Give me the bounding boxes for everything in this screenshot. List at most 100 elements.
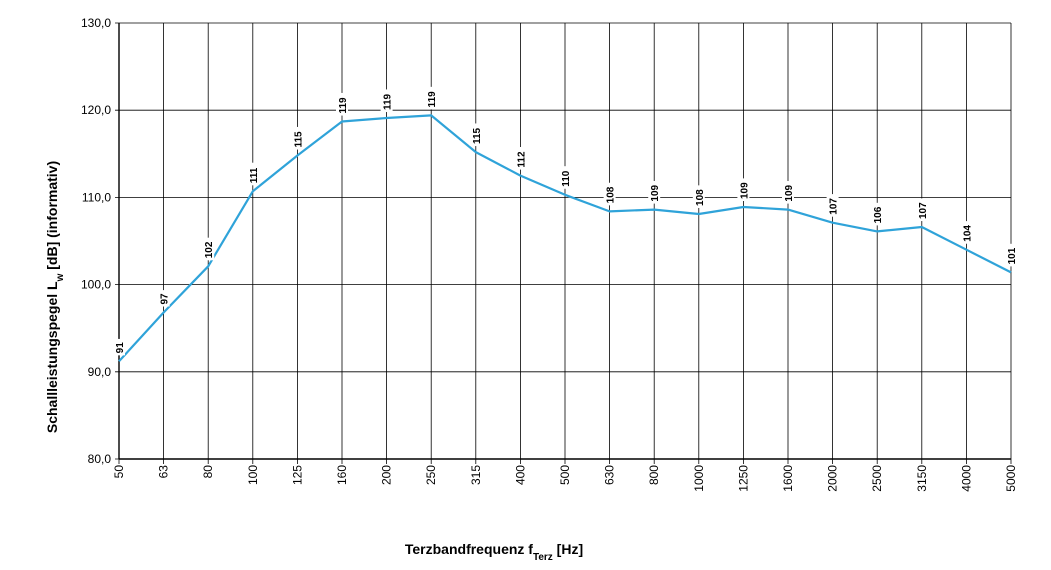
data-label-bg	[425, 86, 438, 110]
y-tick-label: 80,0	[88, 452, 112, 466]
data-label: 108	[695, 189, 706, 206]
data-label-group: 101	[1005, 243, 1018, 267]
data-label: 111	[249, 167, 260, 183]
y-axis-title-rest: [dB] (informativ)	[44, 161, 60, 274]
x-tick-label: 5000	[1004, 465, 1018, 492]
data-label-group: 91	[113, 338, 126, 356]
data-label-group: 115	[469, 123, 483, 147]
grid-lines	[115, 22, 1012, 464]
data-label: 101	[1007, 247, 1018, 264]
x-tick-label: 2000	[826, 465, 840, 492]
x-axis-title-sub: Terz	[533, 552, 553, 563]
x-tick-label: 500	[558, 465, 572, 485]
data-label-group: 115	[291, 126, 304, 150]
data-label: 107	[918, 202, 929, 219]
data-label: 119	[383, 93, 394, 110]
data-label-bg	[782, 181, 794, 204]
data-label-bg	[514, 147, 527, 170]
data-label-group: 109	[782, 181, 795, 204]
x-tick-label: 3150	[915, 465, 929, 492]
data-label-group: 110	[559, 166, 572, 189]
x-tick-label: 1250	[736, 465, 750, 492]
data-label-group: 104	[960, 221, 973, 244]
y-tick-labels: 80,0 90,0 100,0 110,0 120,0 130,0	[81, 16, 111, 466]
plot-frame	[118, 23, 1011, 460]
data-label-bg	[291, 126, 304, 150]
series-line	[118, 114, 1012, 363]
data-label-group: 106	[871, 202, 884, 226]
data-label-group: 112	[514, 147, 527, 170]
data-label-bg	[603, 182, 616, 206]
data-label: 97	[160, 293, 171, 305]
y-tick-label: 90,0	[88, 365, 112, 379]
x-tick-label: 800	[647, 465, 661, 485]
data-label-bg	[246, 162, 259, 186]
data-label-bg	[380, 89, 393, 113]
y-axis-title-main: Schallleistungspegel L	[44, 281, 60, 433]
x-tick-label: 250	[424, 465, 438, 485]
x-tick-label: 160	[335, 465, 349, 485]
data-label: 91	[115, 342, 126, 354]
data-label: 109	[739, 182, 750, 199]
data-label: 115	[472, 127, 483, 144]
data-label-group: 119	[336, 92, 349, 116]
y-tick-label: 110,0	[82, 190, 111, 204]
data-label-group: 119	[380, 89, 394, 113]
y-axis-title-sub: w	[55, 273, 66, 282]
x-tick-label: 400	[513, 465, 527, 485]
x-tick-label: 50	[112, 465, 126, 479]
x-tick-label: 315	[469, 465, 483, 485]
x-tick-label: 200	[380, 465, 394, 485]
data-label: 108	[606, 186, 617, 203]
data-label: 107	[829, 198, 840, 215]
x-tick-label: 125	[290, 465, 304, 485]
data-label-group: 102	[202, 237, 215, 261]
x-tick-label: 63	[157, 465, 171, 479]
x-tick-label: 1600	[781, 465, 795, 492]
data-label-bg	[469, 123, 482, 147]
x-axis-title: Terzbandfrequenz fTerz [Hz]	[405, 541, 583, 563]
data-label-bg	[648, 181, 661, 204]
y-axis-title: Schallleistungspegel Lw [dB] (informativ…	[44, 161, 66, 433]
data-label-bg	[915, 198, 928, 222]
y-tick-label: 120,0	[81, 103, 111, 117]
x-tick-labels: 50 63 80 100 125 160 200 250 315 400 500 630 800 1000…	[112, 465, 1018, 492]
x-tick-label: 4000	[959, 465, 973, 492]
data-label: 112	[516, 151, 527, 168]
data-label-bg	[202, 237, 215, 261]
data-label-group: 108	[603, 182, 617, 206]
data-label: 110	[561, 170, 572, 187]
x-tick-label: 80	[201, 465, 215, 479]
data-label-bg	[960, 221, 973, 244]
data-label-bg	[871, 202, 884, 226]
x-tick-label: 1000	[692, 465, 706, 492]
data-label-group: 107	[826, 194, 840, 217]
data-label: 119	[427, 91, 438, 108]
data-label: 109	[650, 184, 661, 201]
data-label-bg	[157, 290, 170, 307]
data-label-bg	[826, 194, 839, 217]
data-label-bg	[692, 185, 705, 208]
x-tick-label: 2500	[870, 465, 884, 492]
data-label: 109	[784, 184, 795, 201]
data-label-group: 97	[157, 290, 171, 307]
data-label: 106	[873, 206, 884, 223]
x-axis-title-unit: [Hz]	[553, 541, 583, 557]
data-label-group: 119	[425, 86, 438, 110]
series-line-layer	[118, 114, 1012, 363]
data-label: 104	[962, 225, 973, 242]
data-label-group: 111	[246, 162, 260, 186]
x-axis-title-main: Terzbandfrequenz f	[405, 541, 533, 557]
y-tick-label: 100,0	[81, 278, 111, 292]
data-label-group: 109	[737, 178, 750, 201]
x-tick-label: 100	[246, 465, 260, 485]
data-labels: 91 97 102 111 115 119 119 119 115 112 110 108 109 108…	[113, 86, 1018, 356]
data-label-bg	[559, 166, 571, 189]
data-label: 102	[204, 241, 215, 258]
data-label-bg	[336, 92, 348, 116]
y-tick-label: 130,0	[81, 16, 111, 30]
data-label: 119	[338, 97, 349, 114]
data-label-group: 109	[648, 181, 661, 204]
data-label-bg	[737, 178, 750, 201]
